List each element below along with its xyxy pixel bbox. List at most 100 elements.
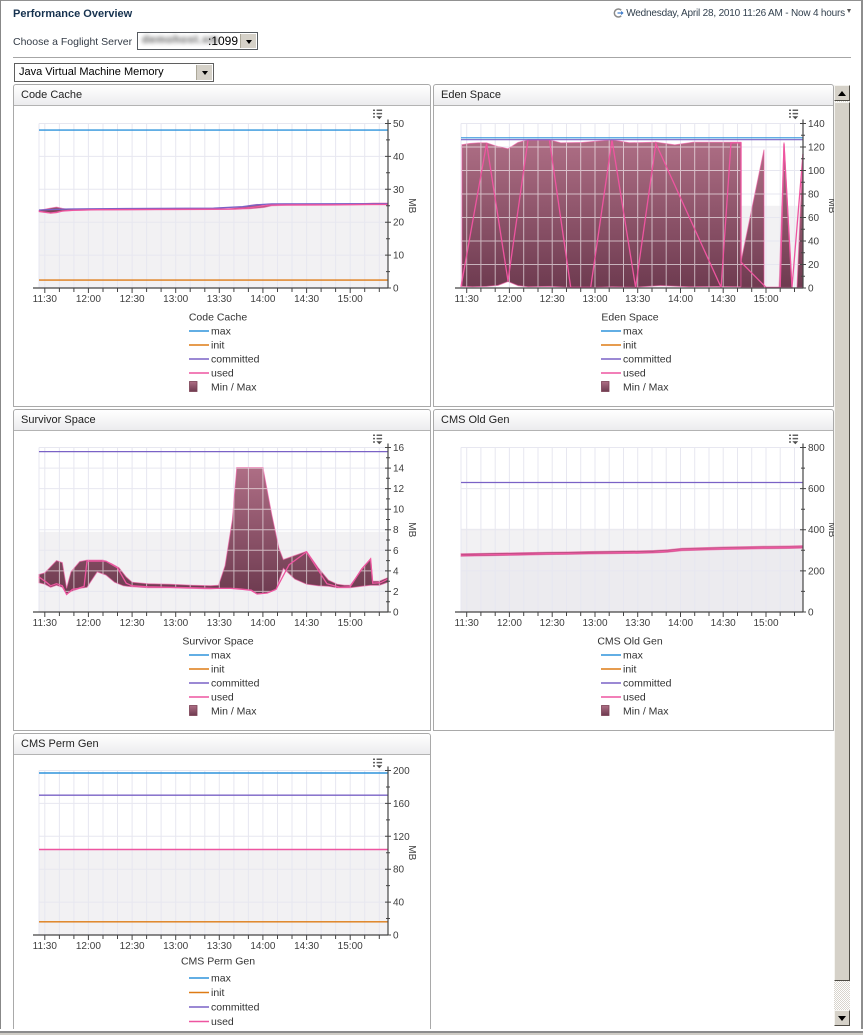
svg-text:max: max — [623, 650, 644, 662]
svg-text:200: 200 — [808, 566, 825, 577]
svg-text:14:30: 14:30 — [711, 294, 736, 305]
svg-text:MB: MB — [406, 198, 417, 213]
svg-text:13:00: 13:00 — [163, 618, 188, 629]
svg-text:used: used — [211, 692, 234, 704]
svg-text:init: init — [211, 664, 225, 676]
svg-text:50: 50 — [393, 119, 405, 130]
svg-text:600: 600 — [808, 484, 825, 495]
svg-text:140: 140 — [808, 119, 825, 130]
svg-text:120: 120 — [393, 832, 410, 843]
svg-text:14:30: 14:30 — [294, 618, 319, 629]
svg-text:12: 12 — [393, 484, 405, 495]
svg-text:800: 800 — [808, 443, 825, 454]
svg-text:13:00: 13:00 — [582, 294, 607, 305]
svg-text:16: 16 — [393, 443, 405, 454]
svg-text:MB: MB — [406, 845, 417, 860]
svg-text:Min / Max: Min / Max — [623, 382, 669, 394]
svg-text:6: 6 — [393, 546, 399, 557]
svg-text:0: 0 — [808, 608, 814, 619]
svg-text:13:30: 13:30 — [207, 941, 232, 952]
svg-text:13:00: 13:00 — [163, 941, 188, 952]
svg-text:Min / Max: Min / Max — [623, 706, 669, 718]
svg-text:120: 120 — [808, 143, 825, 154]
svg-text:2: 2 — [393, 587, 399, 598]
svg-text:12:30: 12:30 — [540, 618, 565, 629]
svg-text:160: 160 — [393, 799, 410, 810]
svg-text:4: 4 — [393, 566, 399, 577]
svg-text:12:00: 12:00 — [76, 618, 101, 629]
svg-text:used: used — [211, 368, 234, 380]
svg-text:15:00: 15:00 — [338, 294, 363, 305]
svg-text:400: 400 — [808, 525, 825, 536]
svg-text:14:00: 14:00 — [250, 618, 275, 629]
svg-text:10: 10 — [393, 505, 405, 516]
svg-text:12:30: 12:30 — [120, 941, 145, 952]
svg-text:14:30: 14:30 — [294, 294, 319, 305]
svg-text:Min / Max: Min / Max — [211, 706, 257, 718]
svg-text:Survivor Space: Survivor Space — [182, 636, 253, 648]
svg-text:80: 80 — [393, 865, 405, 876]
svg-text:used: used — [623, 692, 646, 704]
svg-text:12:30: 12:30 — [540, 294, 565, 305]
svg-text:0: 0 — [393, 608, 399, 619]
svg-text:200: 200 — [393, 766, 410, 777]
svg-text:40: 40 — [393, 898, 405, 909]
svg-text:max: max — [211, 650, 232, 662]
svg-text:max: max — [211, 326, 232, 338]
svg-text:100: 100 — [808, 166, 825, 177]
svg-text:0: 0 — [393, 931, 399, 942]
svg-text:10: 10 — [393, 251, 405, 262]
svg-text:init: init — [211, 340, 225, 352]
svg-text:14:00: 14:00 — [668, 294, 693, 305]
svg-text:13:00: 13:00 — [582, 618, 607, 629]
svg-text:14: 14 — [393, 464, 405, 475]
svg-text:15:00: 15:00 — [338, 618, 363, 629]
svg-text:MB: MB — [826, 198, 837, 213]
svg-text:12:00: 12:00 — [497, 294, 522, 305]
svg-text:13:00: 13:00 — [163, 294, 188, 305]
svg-text:12:00: 12:00 — [76, 941, 101, 952]
svg-text:14:30: 14:30 — [711, 618, 736, 629]
svg-text:12:00: 12:00 — [76, 294, 101, 305]
svg-text:MB: MB — [826, 522, 837, 537]
svg-text:20: 20 — [393, 218, 405, 229]
svg-text:14:30: 14:30 — [294, 941, 319, 952]
svg-text:20: 20 — [808, 260, 820, 271]
svg-text:max: max — [623, 326, 644, 338]
svg-text:init: init — [211, 987, 225, 999]
svg-text:max: max — [211, 973, 232, 985]
svg-text:12:00: 12:00 — [497, 618, 522, 629]
svg-text:30: 30 — [393, 185, 405, 196]
svg-text:12:30: 12:30 — [120, 294, 145, 305]
svg-text:15:00: 15:00 — [753, 294, 778, 305]
svg-text:11:30: 11:30 — [455, 294, 480, 305]
svg-text:13:30: 13:30 — [625, 618, 650, 629]
svg-text:12:30: 12:30 — [120, 618, 145, 629]
svg-text:init: init — [623, 340, 637, 352]
svg-text:init: init — [623, 664, 637, 676]
svg-text:11:30: 11:30 — [33, 294, 58, 305]
svg-text:13:30: 13:30 — [207, 618, 232, 629]
svg-text:CMS Perm Gen: CMS Perm Gen — [181, 956, 255, 968]
svg-text:committed: committed — [211, 354, 260, 366]
svg-text:8: 8 — [393, 525, 399, 536]
svg-text:13:30: 13:30 — [207, 294, 232, 305]
svg-text:committed: committed — [211, 678, 260, 690]
svg-text:80: 80 — [808, 190, 820, 201]
svg-text:11:30: 11:30 — [33, 618, 58, 629]
svg-text:0: 0 — [808, 284, 814, 295]
svg-text:13:30: 13:30 — [625, 294, 650, 305]
svg-text:15:00: 15:00 — [338, 941, 363, 952]
svg-text:40: 40 — [393, 152, 405, 163]
svg-text:committed: committed — [623, 678, 672, 690]
svg-text:Code Cache: Code Cache — [189, 312, 248, 324]
svg-text:14:00: 14:00 — [668, 618, 693, 629]
svg-text:0: 0 — [393, 284, 399, 295]
svg-text:40: 40 — [808, 237, 820, 248]
svg-text:used: used — [211, 1016, 234, 1028]
svg-text:14:00: 14:00 — [250, 941, 275, 952]
svg-text:15:00: 15:00 — [753, 618, 778, 629]
svg-text:11:30: 11:30 — [455, 618, 480, 629]
svg-text:60: 60 — [808, 213, 820, 224]
svg-text:committed: committed — [211, 1002, 260, 1014]
